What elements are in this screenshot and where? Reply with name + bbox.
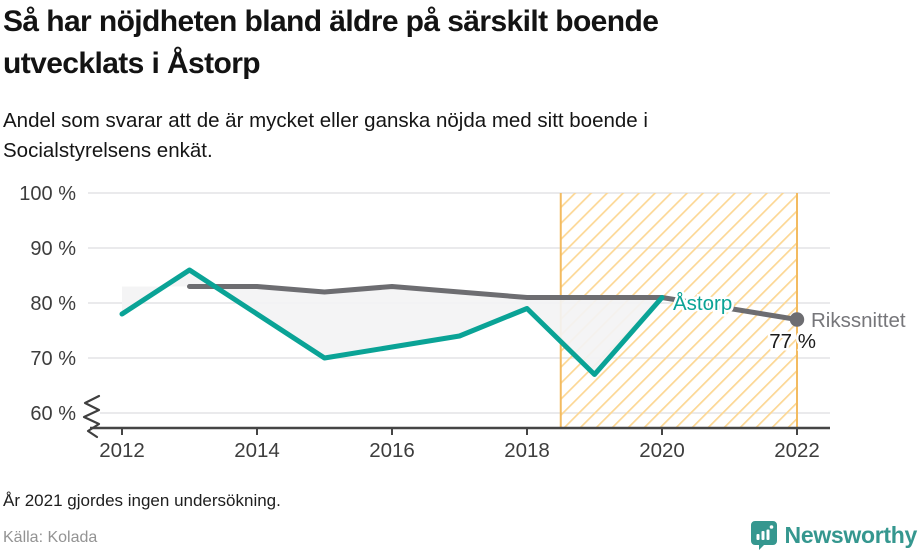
title-line-2: utvecklats i Åstorp xyxy=(3,47,261,80)
rikssnittet-series-label: Rikssnittet xyxy=(811,309,906,332)
x-tick-label: 2022 xyxy=(774,439,820,462)
subtitle-line-2: Socialstyrelsens enkät. xyxy=(3,139,213,162)
y-tick-label: 80 % xyxy=(30,293,76,315)
y-tick-label: 60 % xyxy=(30,403,76,425)
y-tick-label: 90 % xyxy=(30,238,76,260)
newsworthy-logo-icon xyxy=(750,521,777,550)
y-tick-label: 100 % xyxy=(19,183,76,205)
newsworthy-logo: Newsworthy xyxy=(750,520,917,550)
y-tick-label: 70 % xyxy=(30,348,76,370)
rikssnittet-line xyxy=(187,284,800,322)
subtitle-line-1: Andel som svarar att de är mycket eller … xyxy=(3,109,648,132)
chart-subtitle: Andel som svarar att de är mycket eller … xyxy=(3,106,803,166)
newsworthy-logo-text: Newsworthy xyxy=(784,521,918,548)
page-title: Så har nöjdheten bland äldre på särskilt… xyxy=(3,1,915,85)
footnote: År 2021 gjordes ingen undersökning. xyxy=(3,491,281,510)
band-between-series xyxy=(122,270,662,375)
x-tick-label: 2016 xyxy=(369,439,415,462)
x-tick-label: 2020 xyxy=(639,439,685,462)
x-tick-label: 2014 xyxy=(234,439,280,462)
line-chart: 100 % 90 % 80 % 70 % 60 % 2012 2014 2016 2018 202… xyxy=(19,183,908,462)
x-tick-label: 2018 xyxy=(504,439,550,462)
source-attribution: Källa: Kolada xyxy=(3,529,98,546)
title-line-1: Så har nöjdheten bland äldre på särskilt… xyxy=(3,5,659,38)
rikssnittet-end-value-label: 77 % xyxy=(769,330,816,353)
astorp-line xyxy=(119,267,665,377)
astorp-series-label: Åstorp xyxy=(673,292,732,315)
x-tick-label: 2012 xyxy=(99,439,145,462)
axis-break-icon xyxy=(82,394,101,439)
rikssnittet-end-dot xyxy=(789,312,805,327)
